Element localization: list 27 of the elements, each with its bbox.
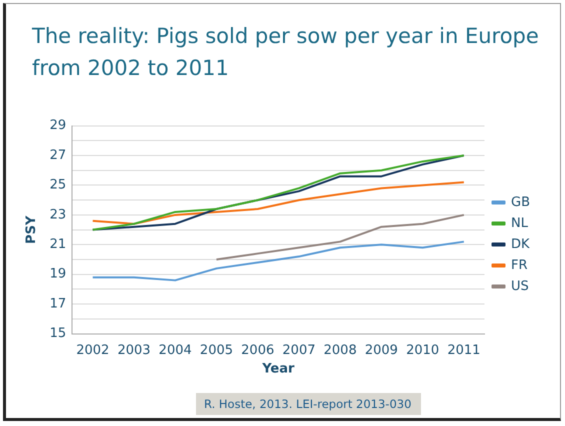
legend-label: NL	[511, 216, 529, 231]
x-tick-label: 2011	[447, 342, 480, 358]
y-tick-label: 17	[50, 296, 66, 312]
text: R. Hoste, 2013. LEI-report 2013-030	[196, 393, 422, 415]
x-tick-label: 2007	[282, 342, 316, 358]
y-axis-title: PSY	[24, 215, 40, 244]
legend-label: US	[511, 278, 529, 294]
x-tick-label: 2005	[200, 342, 234, 358]
x-tick-label: 2004	[158, 342, 192, 358]
chart-title: The reality: Pigs sold per sow per year in Europe from 2002 to 2011	[32, 23, 540, 82]
x-tick-label: 2003	[117, 342, 151, 358]
x-tick-label: 2002	[76, 342, 110, 358]
y-tick-label: 19	[50, 266, 66, 282]
y-tick-label: 27	[50, 148, 66, 163]
x-axis-title: Year	[261, 362, 296, 377]
legend-label: DK	[511, 236, 530, 252]
y-tick-label: 15	[50, 326, 66, 342]
y-tick-label: 21	[50, 237, 66, 252]
legend-label: GB	[511, 194, 530, 210]
x-tick-label: 2010	[406, 342, 440, 358]
y-tick-label: 29	[50, 118, 66, 134]
x-tick-label: 2008	[324, 342, 357, 358]
y-tick-label: 23	[50, 207, 66, 222]
x-tick-label: 2006	[241, 342, 274, 358]
legend-label: FR	[511, 258, 528, 273]
x-tick-label: 2009	[364, 342, 398, 358]
y-tick-label: 25	[50, 178, 66, 193]
